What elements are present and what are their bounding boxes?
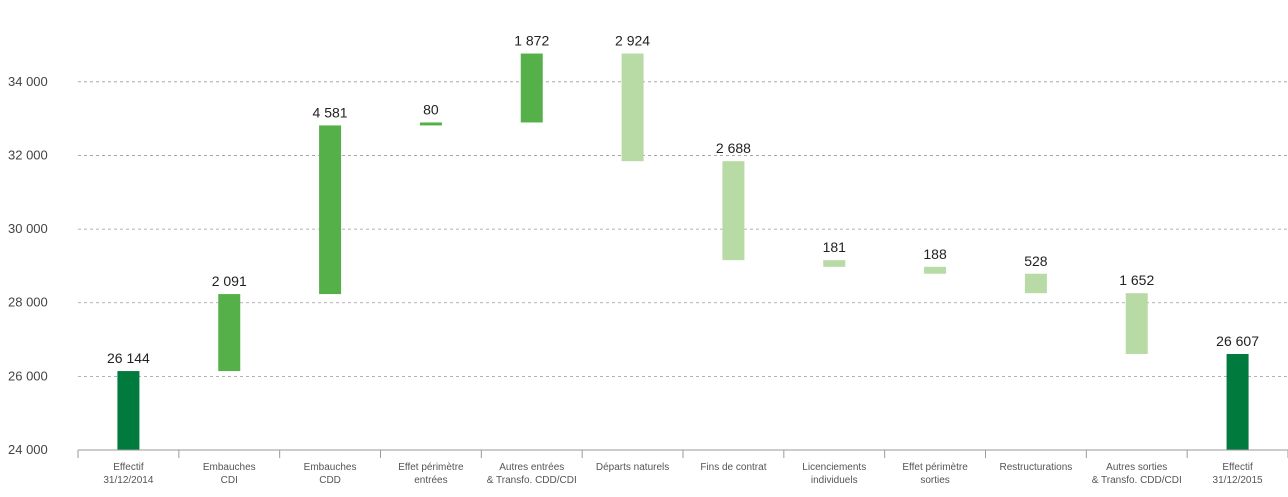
y-tick-label: 28 000 (8, 295, 48, 310)
bar-1 (117, 371, 140, 450)
bar-6 (621, 53, 644, 162)
value-label: 528 (1024, 253, 1048, 269)
x-tick-label: individuels (811, 475, 858, 486)
value-label: 181 (823, 239, 847, 255)
x-tick-label: Autres sorties (1106, 462, 1167, 473)
gridlines (78, 81, 1288, 377)
bar-12 (1226, 354, 1249, 450)
bar-3 (319, 125, 342, 295)
value-label: 1 872 (514, 33, 549, 49)
x-tick-label: Effectif (1222, 462, 1253, 473)
y-tick-label: 30 000 (8, 221, 48, 236)
x-tick-label: Départs naturels (596, 462, 669, 473)
bar-8 (823, 260, 846, 267)
x-tick-label: Autres entrées (499, 462, 564, 473)
value-label: 80 (423, 101, 439, 117)
x-tick-label: entrées (414, 475, 447, 486)
y-tick-label: 34 000 (8, 74, 48, 89)
value-label: 2 091 (212, 273, 247, 289)
bar-5 (520, 53, 543, 123)
x-tick-label: Licenciements (802, 462, 866, 473)
x-tick-label: Restructurations (1000, 462, 1073, 473)
x-tick-label: & Transfo. CDD/CDI (487, 475, 577, 486)
x-tick-label: 31/12/2014 (103, 475, 153, 486)
bar-11 (1125, 293, 1148, 355)
value-label: 2 688 (716, 140, 751, 156)
bar-10 (1024, 273, 1047, 294)
x-tick-label: Embauches (304, 462, 357, 473)
bar-9 (924, 266, 947, 274)
y-tick-label: 32 000 (8, 147, 48, 162)
x-tick-label: Effet périmètre (902, 462, 968, 473)
x-tick-label: Effet périmètre (398, 462, 464, 473)
x-tick-label: CDD (319, 475, 341, 486)
x-tick-label: & Transfo. CDD/CDI (1092, 475, 1182, 486)
x-tick-label: Embauches (203, 462, 256, 473)
bar-7 (722, 161, 745, 261)
bar-4 (419, 122, 442, 126)
value-label: 26 607 (1216, 333, 1259, 349)
value-label: 2 924 (615, 33, 650, 49)
x-axis: Effectif 31/12/2014 Embauches CDI Embauches C… (77, 449, 1288, 486)
y-tick-label: 26 000 (8, 368, 48, 383)
bars: 26 144 2 091 4 581 80 1 872 2 924 2 688 181 188 5… (107, 33, 1259, 450)
value-label: 188 (923, 246, 947, 262)
value-label: 1 652 (1119, 272, 1154, 288)
value-label: 4 581 (313, 104, 348, 120)
x-tick-label: Effectif (113, 462, 144, 473)
x-tick-label: CDI (221, 475, 238, 486)
value-label: 26 144 (107, 350, 150, 366)
x-tick-label: 31/12/2015 (1213, 475, 1263, 486)
y-axis: 24 000 26 000 28 000 30 000 32 000 34 000 (8, 74, 48, 457)
x-tick-label: Fins de contrat (700, 462, 766, 473)
x-tick-label: sorties (920, 475, 949, 486)
bar-2 (218, 294, 241, 372)
y-tick-label: 24 000 (8, 442, 48, 457)
